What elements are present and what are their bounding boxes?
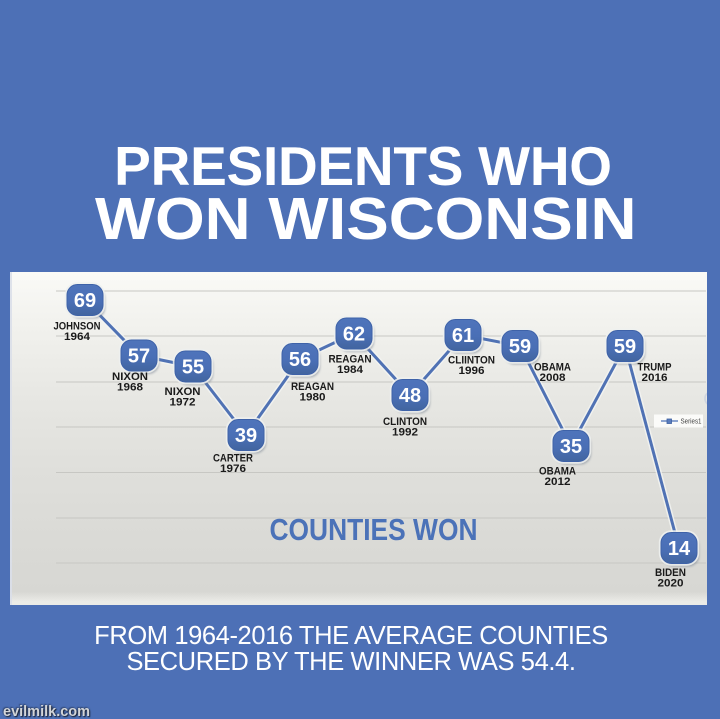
svg-text:CLINTON: CLINTON [383,416,427,428]
svg-text:2008: 2008 [540,372,566,384]
svg-text:2012: 2012 [545,476,571,488]
svg-text:1980: 1980 [300,392,326,404]
svg-text:39: 39 [235,425,257,447]
svg-text:1984: 1984 [337,364,364,376]
svg-text:59: 59 [509,336,531,358]
svg-text:48: 48 [399,385,421,407]
svg-text:14: 14 [668,538,691,560]
svg-text:CARTER: CARTER [213,453,253,465]
svg-text:JOHNSON: JOHNSON [54,320,101,332]
svg-text:NIXON: NIXON [165,386,201,398]
svg-text:1964: 1964 [64,331,91,343]
svg-text:REAGAN: REAGAN [291,381,334,393]
svg-text:2016: 2016 [642,372,668,384]
svg-text:1976: 1976 [220,463,246,475]
svg-text:REAGAN: REAGAN [329,354,372,366]
svg-text:NIXON: NIXON [112,371,148,383]
svg-text:61: 61 [452,325,474,347]
svg-text:1992: 1992 [392,427,418,439]
svg-text:2020: 2020 [658,578,684,590]
svg-text:56: 56 [289,349,311,371]
svg-text:59: 59 [614,336,636,358]
svg-text:TRUMP: TRUMP [638,362,672,374]
svg-text:1996: 1996 [459,365,485,377]
svg-text:COUNTIES WON: COUNTIES WON [270,512,478,547]
svg-text:CLIINTON: CLIINTON [448,355,495,367]
svg-text:1968: 1968 [117,382,143,394]
svg-text:35: 35 [560,436,582,458]
svg-text:BIDEN: BIDEN [655,567,686,579]
svg-text:Series1: Series1 [681,417,702,426]
svg-text:OBAMA: OBAMA [539,466,576,478]
svg-text:69: 69 [74,290,96,312]
svg-text:1972: 1972 [170,397,196,409]
svg-text:55: 55 [182,357,204,379]
svg-text:OBAMA: OBAMA [534,362,571,374]
svg-text:57: 57 [128,346,150,368]
svg-text:62: 62 [343,324,365,346]
